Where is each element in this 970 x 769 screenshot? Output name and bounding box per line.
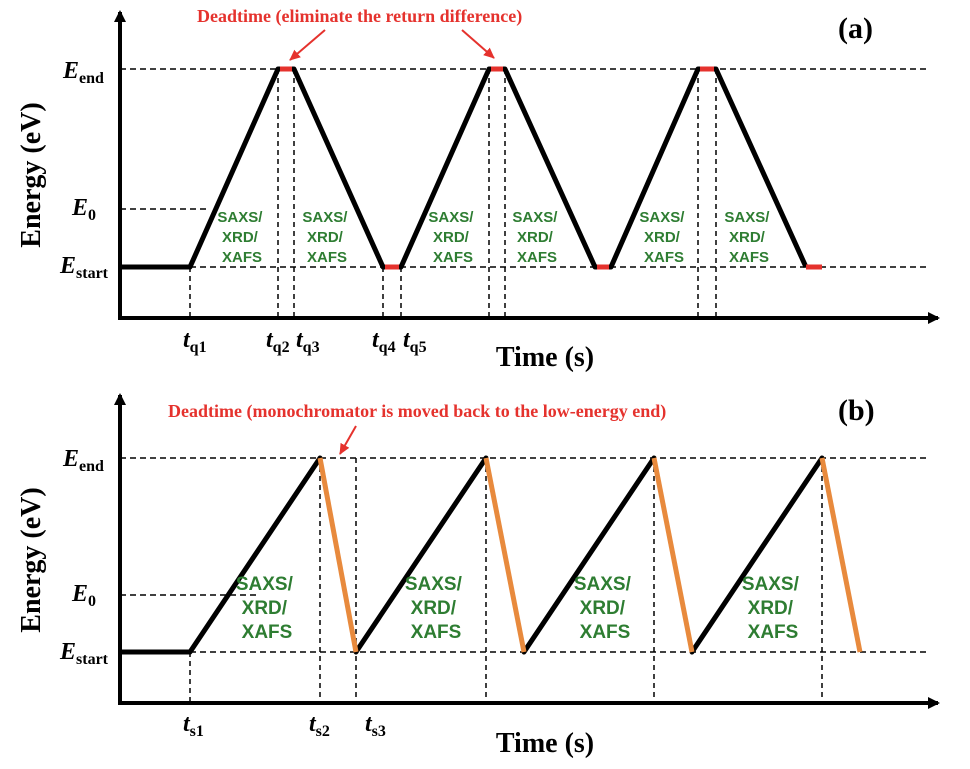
panel-b-deadtime-arrow — [339, 425, 357, 455]
panel-a-segment-label-1: SAXS/ XRD/ XAFS — [217, 209, 266, 266]
panel-b-e-start-label: Estart — [59, 639, 109, 668]
panel-a-tq2-label: tq2 — [266, 327, 290, 356]
panel-a-deadtime-note: Deadtime (eliminate the return differenc… — [197, 6, 522, 27]
panel-a-e-end-label: Eend — [62, 58, 104, 87]
panel-a-tq5-label: tq5 — [403, 327, 427, 356]
panel-a-y-axis-title: Energy (eV) — [16, 102, 47, 247]
panel-a: Energy (eV) Time (s) (a) Eend E0 Estart — [16, 6, 940, 373]
panel-a-tq4-label: tq4 — [372, 327, 396, 356]
panel-b-return-4 — [819, 457, 863, 653]
panel-b-e0-label: E0 — [71, 581, 96, 610]
panel-b-ramp-up-4 — [689, 455, 825, 655]
panel-b-return-3 — [651, 457, 695, 653]
panel-b-segment-label-2: SAXS/ XRD/ XAFS — [405, 574, 467, 643]
panel-b-deadtime-note: Deadtime (monochromator is moved back to… — [168, 401, 666, 422]
panel-a-deadtime-arrow-2 — [461, 29, 495, 59]
panel-a-segment-label-2: SAXS/ XRD/ XAFS — [302, 209, 351, 266]
panel-a-tq1-label: tq1 — [183, 327, 207, 356]
panel-b-segment-label-1: SAXS/ XRD/ XAFS — [236, 574, 298, 643]
panel-b-drop-lines — [189, 458, 823, 703]
panel-b-y-axis-title: Energy (eV) — [16, 487, 47, 632]
panel-b-ts1-label: ts1 — [183, 711, 204, 740]
panel-b-letter: (b) — [838, 394, 875, 427]
panel-b-segment-label-3: SAXS/ XRD/ XAFS — [574, 574, 636, 643]
panel-a-segment-label-4: SAXS/ XRD/ XAFS — [512, 209, 561, 266]
panel-b-e-end-label: Eend — [62, 446, 104, 475]
panel-a-deadtime-arrow-1 — [289, 29, 326, 61]
panel-a-tq3-label: tq3 — [296, 327, 320, 356]
panel-a-waveform — [120, 66, 809, 270]
panel-b-segment-label-4: SAXS/ XRD/ XAFS — [742, 574, 804, 643]
panel-a-e0-label: E0 — [71, 195, 96, 224]
panel-a-segment-label-3: SAXS/ XRD/ XAFS — [428, 209, 477, 266]
panel-b-return-2 — [483, 457, 527, 653]
panel-a-x-axis-title: Time (s) — [496, 342, 594, 373]
panel-b-x-axis-title: Time (s) — [496, 728, 594, 759]
panel-b-ramp-up-3 — [521, 455, 657, 655]
panel-a-drop-lines — [189, 69, 717, 318]
panel-b-ramp-up-2 — [353, 455, 489, 655]
panel-a-e-start-label: Estart — [59, 253, 109, 282]
panel-b-ts3-label: ts3 — [365, 711, 386, 740]
panel-a-segment-label-5: SAXS/ XRD/ XAFS — [639, 209, 688, 266]
panel-b-ramp-up-1 — [187, 455, 323, 655]
panel-b: Energy (eV) Time (s) (b) Eend E0 Estart — [16, 393, 940, 759]
panel-b-ts2-label: ts2 — [309, 711, 330, 740]
panel-b-return-1 — [317, 457, 359, 653]
panel-a-deadtimes — [280, 66, 822, 270]
panel-a-letter: (a) — [838, 12, 873, 45]
panel-a-segment-label-6: SAXS/ XRD/ XAFS — [724, 209, 773, 266]
